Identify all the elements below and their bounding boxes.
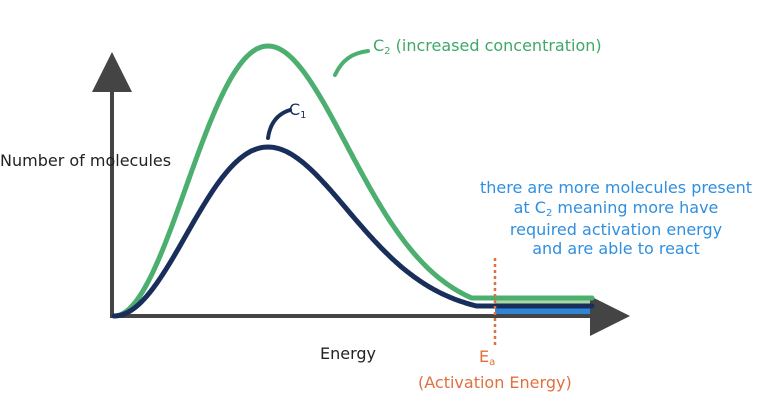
x-axis-label: Energy: [320, 344, 377, 363]
c1-label-base: C: [289, 100, 301, 119]
note-line-4: and are able to react: [532, 239, 700, 259]
note-line-2-suffix: meaning more have: [552, 197, 719, 217]
y-axis-label: Number of molecules: [0, 151, 172, 170]
note-line-1: there are more molecules present: [479, 178, 753, 197]
c2-label-subscript: 2: [384, 46, 391, 57]
c1-label-connector: [266, 108, 292, 140]
series-line-c2: [111, 43, 595, 319]
ea-subscript: a: [489, 357, 496, 368]
activation-energy-label: (Activation Energy): [418, 373, 572, 392]
c2-label-connector: [333, 49, 370, 77]
series-line-c1: [111, 144, 595, 319]
ea-base: E: [479, 347, 490, 366]
annotation-note: there are more molecules present at C2 m…: [458, 178, 774, 259]
c2-label-suffix: (increased concentration): [395, 36, 602, 55]
note-line-2-subscript: 2: [545, 207, 553, 219]
c2-label-base: C: [373, 36, 385, 55]
c1-label-subscript: 1: [300, 110, 307, 121]
note-line-3: required activation energy: [509, 219, 723, 239]
note-line-2: at C2 meaning more have: [458, 198, 774, 220]
c2-series-label: C2 (increased concentration): [373, 36, 602, 58]
c1-series-label: C1: [289, 100, 307, 122]
activation-energy-symbol: Ea: [479, 347, 496, 369]
note-line-2-prefix: at C: [513, 197, 546, 217]
